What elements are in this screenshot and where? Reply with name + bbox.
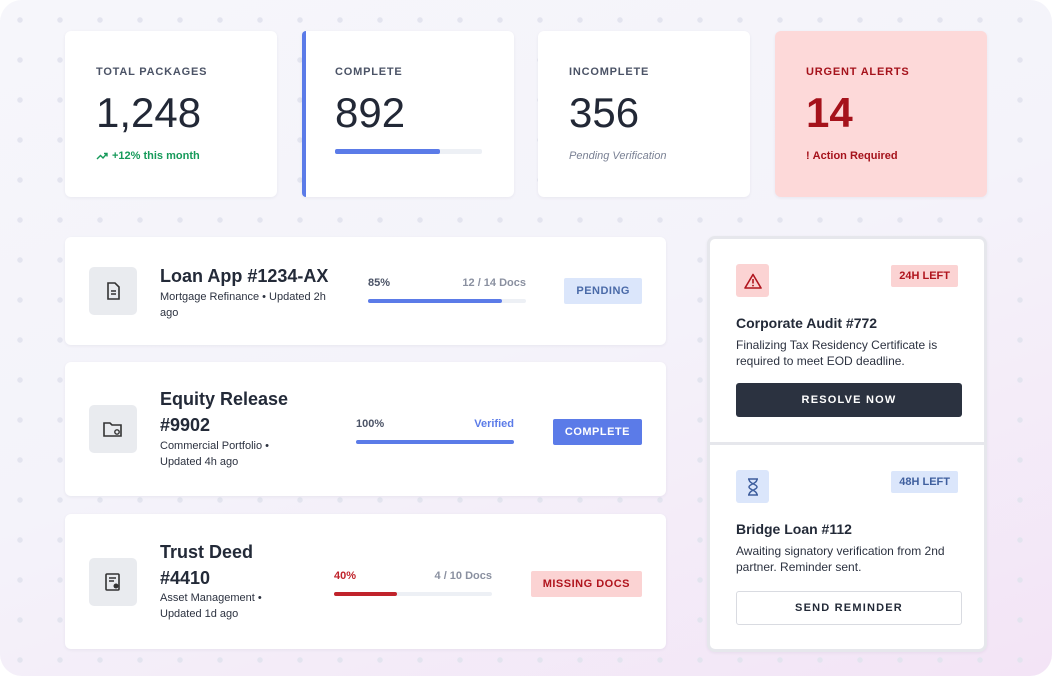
package-row: Trust Deed #4410 Asset Management • Updat… (65, 514, 666, 649)
stat-card: COMPLETE 892 (302, 31, 514, 197)
status-badge: COMPLETE (552, 419, 642, 445)
stat-value: 356 (569, 89, 640, 136)
deadline-badge: 24H LEFT (891, 265, 958, 287)
alert-icon (736, 264, 769, 297)
package-icon (89, 557, 137, 606)
stat-label: COMPLETE (335, 66, 403, 78)
stat-note-text: +12% this month (112, 150, 200, 162)
alert-item: 24H LEFT Corporate Audit #772 Finalizing T… (710, 239, 984, 442)
progress-track (368, 299, 526, 303)
stat-card: INCOMPLETE 356 Pending Verification (538, 31, 750, 197)
stat-label: INCOMPLETE (569, 66, 650, 78)
alert-title: Bridge Loan #112 (736, 521, 852, 537)
progress-track (334, 592, 492, 596)
progress-label: 100% (356, 418, 385, 430)
stat-note: ! Action Required (806, 150, 898, 162)
package-subtitle: Asset Management • Updated 1d ago (160, 592, 262, 620)
action-button[interactable]: SEND REMINDER (736, 591, 962, 625)
progress-label: 85% (368, 277, 391, 289)
package-title: Equity Release #9902 (160, 389, 289, 435)
deadline-badge: 48H LEFT (891, 471, 958, 493)
progress-label: 40% (334, 570, 357, 582)
stat-label: URGENT ALERTS (806, 66, 910, 78)
action-button[interactable]: RESOLVE NOW (736, 383, 962, 417)
docs-count: 12 / 14 Docs (462, 277, 526, 289)
package-icon (89, 405, 137, 453)
alert-icon: ! (806, 150, 810, 162)
package-subtitle: Commercial Portfolio • Updated 4h ago (160, 440, 269, 468)
alert-text: Finalizing Tax Residency Certificate is … (736, 338, 938, 368)
progress-track (335, 149, 482, 154)
package-title: Loan App #1234-AX (160, 266, 329, 286)
alert-text: Awaiting signatory verification from 2nd… (736, 544, 945, 574)
package-row: Equity Release #9902 Commercial Portfolio… (65, 362, 666, 496)
stat-card: TOTAL PACKAGES 1,248 +12% this month (65, 31, 277, 197)
alert-title: Corporate Audit #772 (736, 315, 878, 331)
status-badge: PENDING (564, 278, 642, 304)
stat-value: 14 (806, 89, 853, 136)
stat-value: 892 (335, 89, 406, 136)
progress-track (356, 440, 514, 444)
stat-note-text: Action Required (812, 150, 898, 162)
progress-fill (335, 149, 441, 154)
stat-value: 1,248 (96, 89, 202, 136)
stat-label: TOTAL PACKAGES (96, 66, 208, 78)
alert-icon (736, 470, 769, 503)
docs-count: Verified (474, 418, 514, 430)
package-subtitle: Mortgage Refinance • Updated 2h ago (160, 291, 326, 319)
alerts-panel: 24H LEFT Corporate Audit #772 Finalizing T… (707, 236, 987, 652)
alert-item: 48H LEFT Bridge Loan #112 Awaiting signato… (710, 445, 984, 649)
status-badge: MISSING DOCS (530, 571, 642, 597)
trend-icon (96, 152, 108, 160)
package-icon (89, 267, 137, 315)
stat-note: +12% this month (96, 150, 200, 162)
progress-fill (356, 440, 514, 444)
progress-fill (334, 592, 398, 596)
progress-fill (368, 299, 503, 303)
package-title: Trust Deed #4410 (160, 542, 254, 588)
stat-note: Pending Verification (569, 150, 667, 162)
alert-card: URGENT ALERTS 14 ! Action Required (775, 31, 987, 197)
package-row: Loan App #1234-AX Mortgage Refinance • Up… (65, 237, 666, 345)
docs-count: 4 / 10 Docs (434, 570, 492, 582)
